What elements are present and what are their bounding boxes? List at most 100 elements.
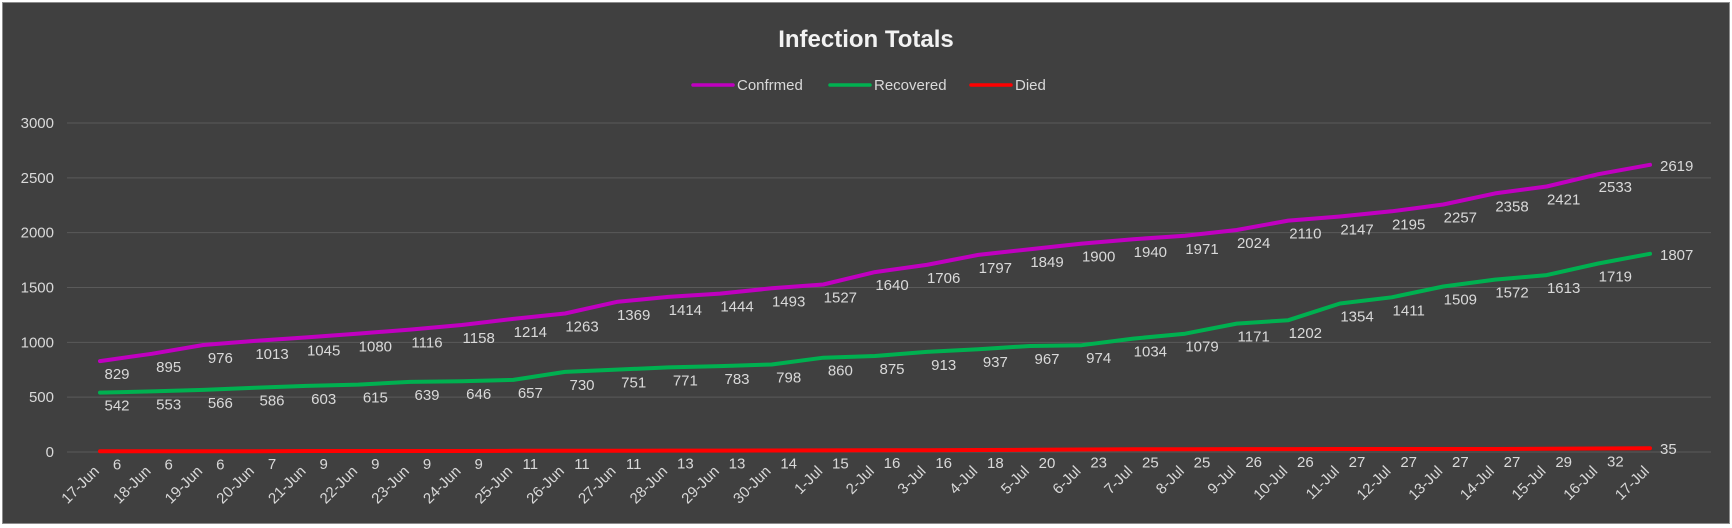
data-label-confrmed: 1263 <box>565 318 598 335</box>
x-tick-label: 17-Jun <box>58 463 102 507</box>
data-label-confrmed: 976 <box>208 350 233 367</box>
y-tick-label: 2500 <box>21 170 54 187</box>
data-label-confrmed: 2024 <box>1237 235 1270 252</box>
y-axis-ticks: 0 500 1000 1500 2000 2500 3000 <box>21 115 54 461</box>
data-label-confrmed: 1116 <box>411 335 442 352</box>
data-label-recovered: 646 <box>466 386 491 403</box>
data-label-died: 14 <box>780 455 797 472</box>
series-line-confrmed <box>98 162 1652 364</box>
y-tick-label: 1500 <box>21 280 54 297</box>
data-label-recovered: 657 <box>518 385 543 402</box>
data-label-died: 29 <box>1555 454 1572 471</box>
data-label-confrmed: 829 <box>104 366 129 383</box>
data-label-recovered: 974 <box>1086 350 1111 367</box>
data-label-confrmed: 2533 <box>1599 179 1632 196</box>
data-label-died: 35 <box>1660 441 1677 458</box>
data-label-confrmed: 1940 <box>1134 244 1167 261</box>
data-label-recovered: 1202 <box>1289 325 1322 342</box>
legend-label-confrmed: Confrmed <box>737 77 803 94</box>
y-tick-label: 3000 <box>21 115 54 132</box>
data-label-recovered: 1719 <box>1599 268 1632 285</box>
data-label-died: 15 <box>832 455 849 472</box>
data-label-died: 25 <box>1194 454 1211 471</box>
data-label-died: 7 <box>268 456 276 473</box>
data-label-recovered: 603 <box>311 391 336 408</box>
data-label-confrmed: 2619 <box>1660 158 1693 175</box>
y-tick-label: 0 <box>46 444 54 461</box>
data-label-recovered: 553 <box>156 396 181 413</box>
y-tick-label: 1000 <box>21 334 54 351</box>
data-label-confrmed: 895 <box>156 359 181 376</box>
data-label-died: 13 <box>677 456 694 473</box>
data-label-died: 27 <box>1400 454 1417 471</box>
legend-label-died: Died <box>1015 77 1046 94</box>
data-label-confrmed: 1527 <box>824 290 857 307</box>
data-label-confrmed: 1797 <box>979 260 1012 277</box>
data-label-recovered: 860 <box>828 363 853 380</box>
data-label-died: 16 <box>935 455 952 472</box>
data-label-confrmed: 1640 <box>875 277 908 294</box>
data-label-recovered: 798 <box>776 369 801 386</box>
data-label-confrmed: 1706 <box>927 270 960 287</box>
data-label-confrmed: 1080 <box>359 339 392 356</box>
data-label-died: 13 <box>729 456 746 473</box>
data-label-died: 18 <box>987 455 1004 472</box>
data-label-recovered: 967 <box>1034 351 1059 368</box>
data-label-recovered: 639 <box>414 387 439 404</box>
data-label-recovered: 730 <box>569 377 594 394</box>
data-label-recovered: 875 <box>879 361 904 378</box>
line-chart: Infection Totals Confrmed Recovered Died 0… <box>21 26 1711 507</box>
data-label-died: 26 <box>1245 454 1262 471</box>
legend: Confrmed Recovered Died <box>691 77 1046 94</box>
data-label-recovered: 1354 <box>1340 309 1373 326</box>
data-label-died: 6 <box>216 456 224 473</box>
data-label-confrmed: 1369 <box>617 307 650 324</box>
data-label-recovered: 913 <box>931 357 956 374</box>
data-label-recovered: 1613 <box>1547 280 1580 297</box>
data-label-died: 6 <box>113 456 121 473</box>
data-label-recovered: 771 <box>673 372 698 389</box>
data-label-died: 25 <box>1142 454 1159 471</box>
data-label-recovered: 1171 <box>1238 329 1270 346</box>
data-label-recovered: 1034 <box>1134 344 1167 361</box>
data-label-confrmed: 1013 <box>255 346 288 363</box>
data-label-confrmed: 2110 <box>1289 226 1321 243</box>
data-label-died: 27 <box>1504 454 1521 471</box>
data-label-confrmed: 1214 <box>514 324 547 341</box>
data-label-died: 9 <box>371 456 379 473</box>
data-label-recovered: 751 <box>621 375 646 392</box>
data-label-died: 6 <box>164 456 172 473</box>
data-label-died: 11 <box>574 456 590 473</box>
data-label-died: 27 <box>1452 454 1469 471</box>
data-label-recovered: 615 <box>363 390 388 407</box>
series-line-recovered <box>98 251 1652 395</box>
data-label-confrmed: 1158 <box>463 330 495 347</box>
data-label-recovered: 586 <box>259 393 284 410</box>
data-label-recovered: 783 <box>724 371 749 388</box>
data-label-recovered: 1572 <box>1495 285 1528 302</box>
data-label-died: 26 <box>1297 454 1314 471</box>
data-label-died: 32 <box>1607 453 1624 470</box>
y-tick-label: 2000 <box>21 225 54 242</box>
data-label-recovered: 1411 <box>1393 302 1425 319</box>
data-label-died: 27 <box>1349 454 1366 471</box>
series-lines <box>98 162 1652 454</box>
data-label-recovered: 1807 <box>1660 247 1693 264</box>
data-label-recovered: 1079 <box>1185 339 1218 356</box>
data-label-died: 16 <box>884 455 901 472</box>
data-label-recovered: 1509 <box>1444 292 1477 309</box>
data-label-confrmed: 2257 <box>1444 209 1477 226</box>
data-label-confrmed: 1414 <box>669 302 702 319</box>
data-label-confrmed: 1045 <box>307 342 340 359</box>
data-label-died: 20 <box>1039 455 1056 472</box>
data-label-confrmed: 1900 <box>1082 249 1115 266</box>
data-label-died: 11 <box>626 456 642 473</box>
chart-title: Infection Totals <box>778 26 954 53</box>
series-line-died <box>98 446 1652 454</box>
data-label-recovered: 937 <box>983 354 1008 371</box>
legend-label-recovered: Recovered <box>874 77 947 94</box>
data-label-confrmed: 1444 <box>720 299 753 316</box>
data-label-died: 11 <box>523 456 539 473</box>
data-label-died: 9 <box>319 456 327 473</box>
